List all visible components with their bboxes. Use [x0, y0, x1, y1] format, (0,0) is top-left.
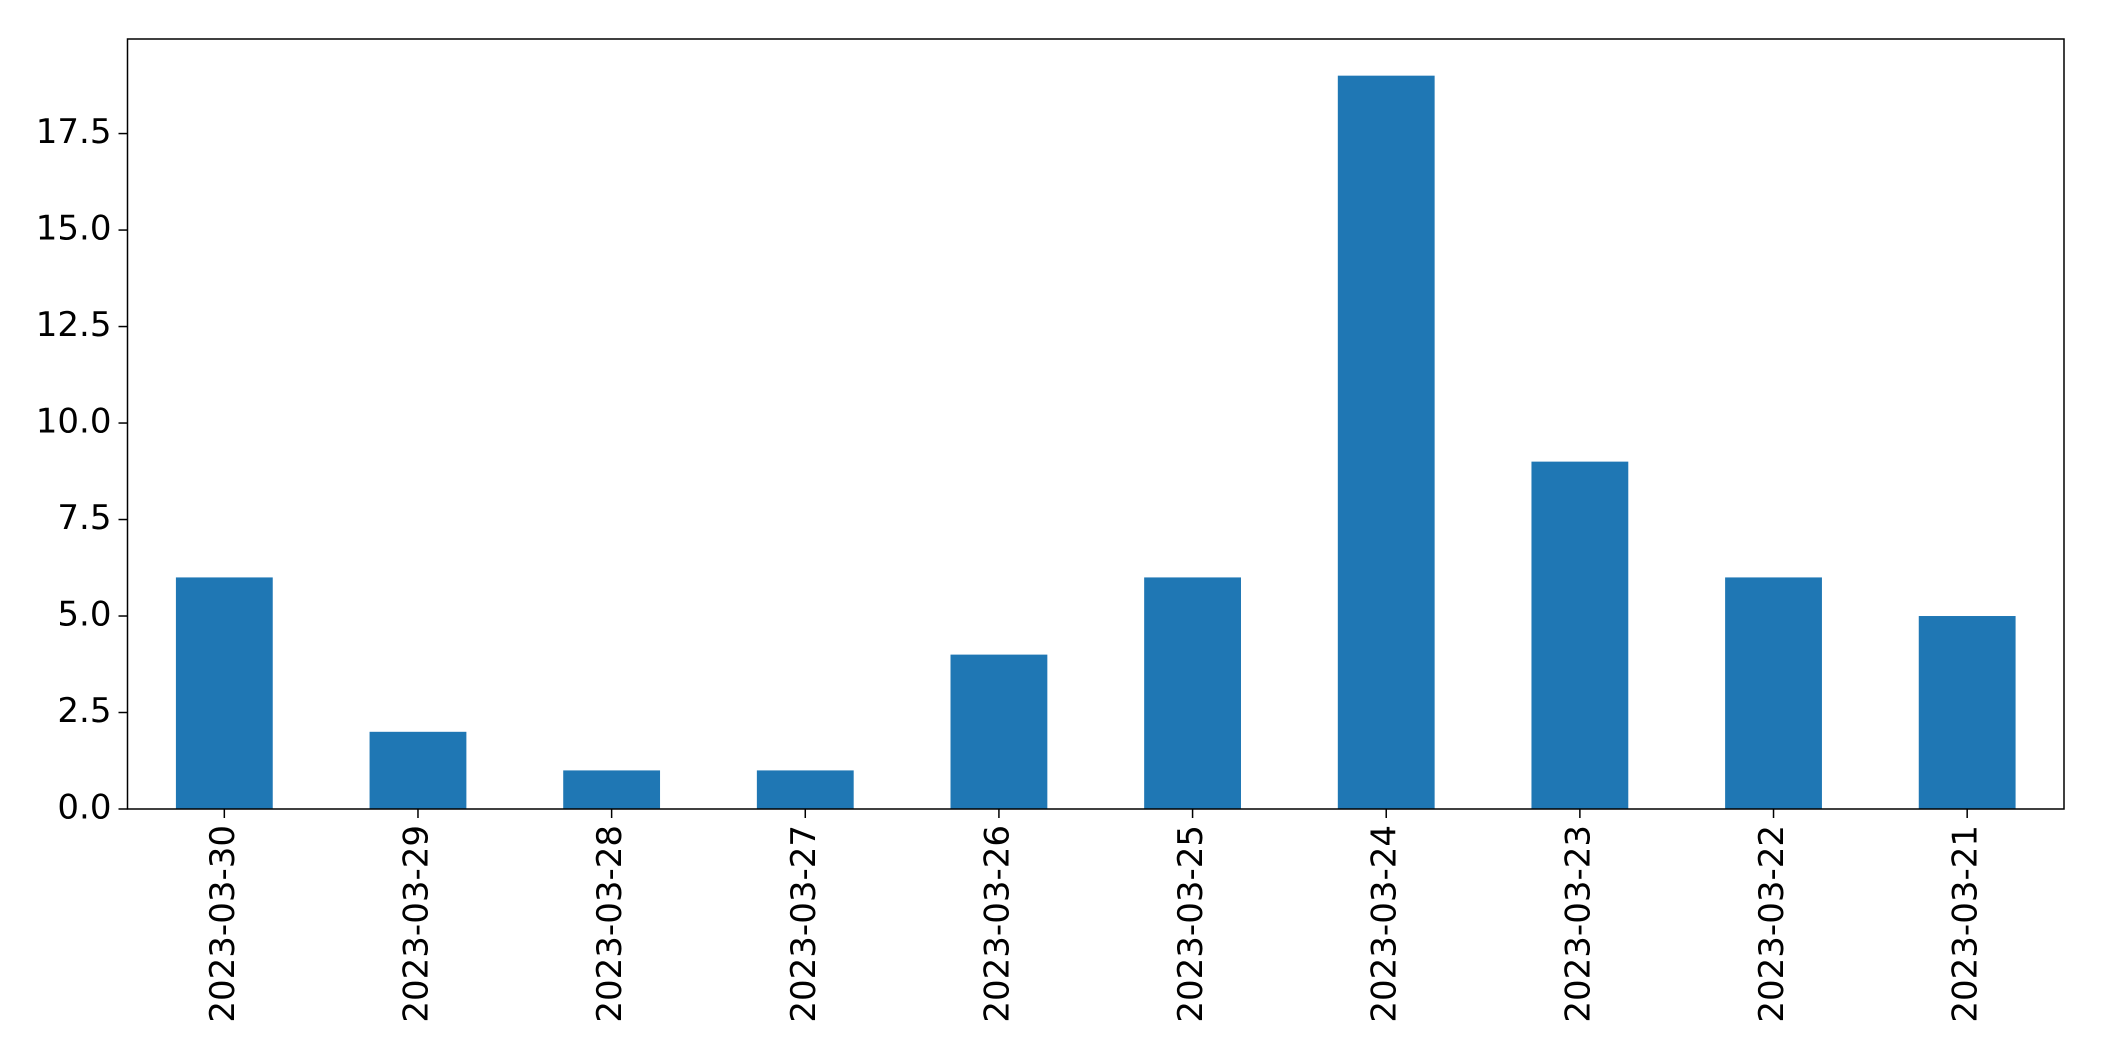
- y-tick-label: 7.5: [57, 498, 111, 538]
- y-tick-label: 15.0: [36, 209, 112, 249]
- y-tick-label: 10.0: [36, 402, 112, 442]
- bar: [1725, 577, 1822, 809]
- bar: [175, 577, 273, 809]
- x-tick-label: 2023-03-24: [1365, 825, 1405, 1023]
- bar: [756, 770, 854, 809]
- y-tick-label: 17.5: [36, 112, 112, 152]
- y-tick-label: 0.0: [57, 788, 111, 828]
- y-tick-label: 5.0: [57, 595, 111, 635]
- bar: [563, 770, 661, 809]
- x-tick-label: 2023-03-30: [203, 825, 243, 1023]
- bar: [369, 731, 467, 809]
- x-tick-label: 2023-03-22: [1752, 825, 1792, 1023]
- x-tick-label: 2023-03-23: [1558, 825, 1598, 1023]
- plot-frame: [126, 38, 2065, 810]
- x-tick-label: 2023-03-21: [1946, 825, 1986, 1023]
- bar: [1337, 75, 1435, 809]
- x-tick-label: 2023-03-29: [396, 825, 436, 1023]
- y-tick-label: 2.5: [57, 691, 111, 731]
- x-tick-label: 2023-03-27: [784, 825, 824, 1023]
- bar: [1918, 616, 2016, 809]
- bar: [1531, 461, 1629, 809]
- bar: [950, 654, 1048, 809]
- bar: [1144, 577, 1241, 809]
- x-tick-label: 2023-03-28: [590, 825, 630, 1023]
- x-tick-label: 2023-03-26: [977, 825, 1017, 1023]
- x-tick-label: 2023-03-25: [1171, 825, 1211, 1023]
- y-tick-label: 12.5: [36, 305, 112, 345]
